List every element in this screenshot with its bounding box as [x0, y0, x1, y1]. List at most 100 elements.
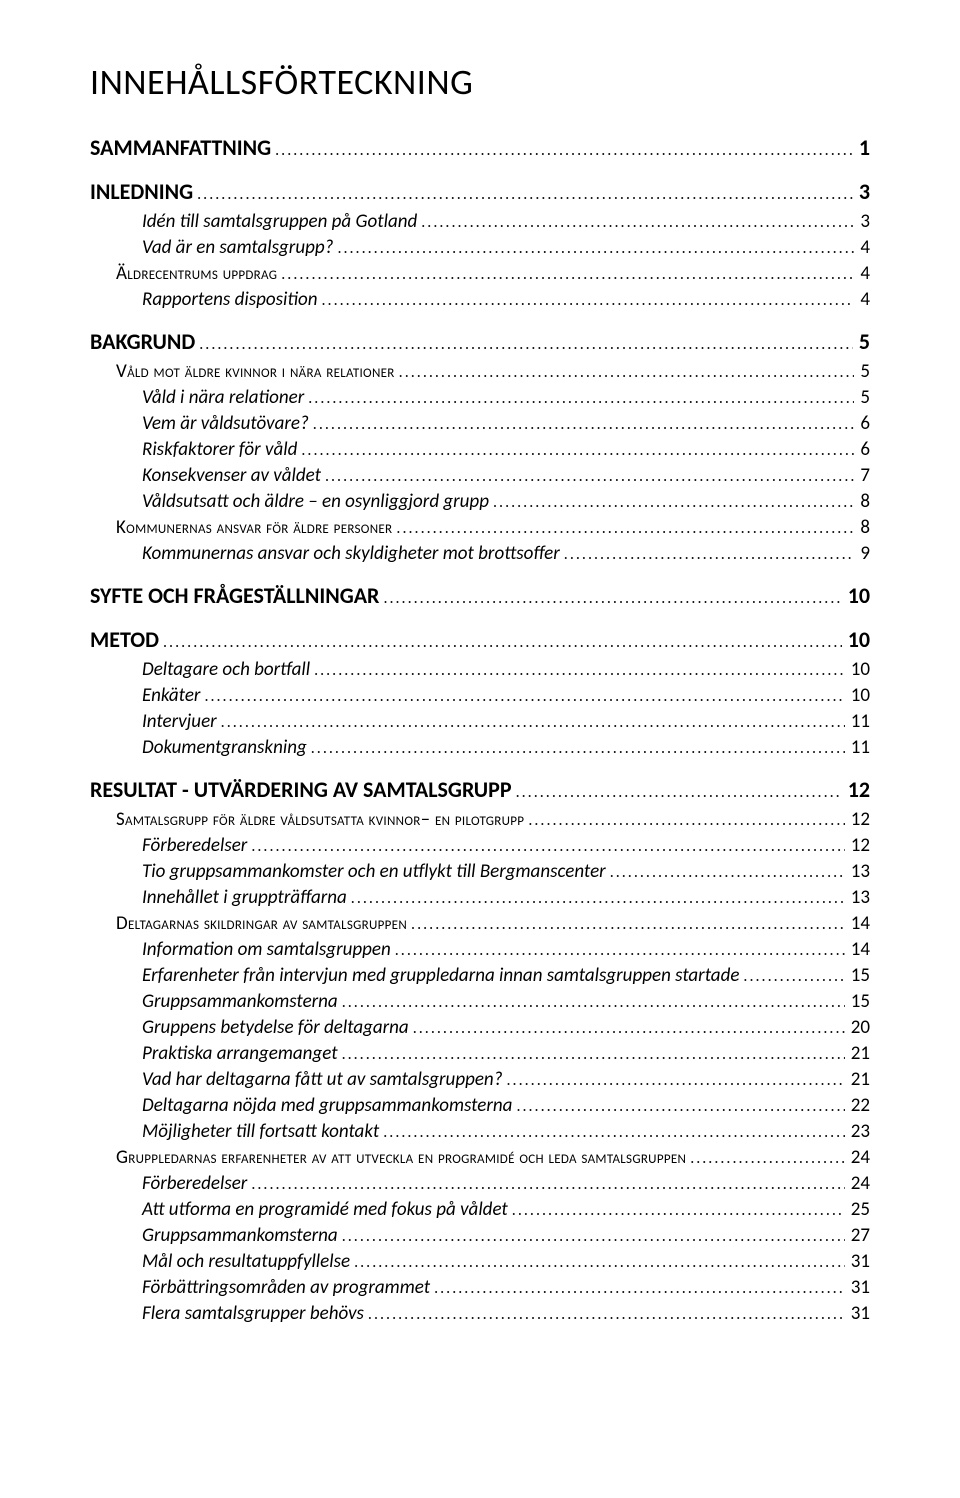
toc-leader — [493, 493, 854, 512]
toc-page-number[interactable]: 31 — [845, 1250, 870, 1273]
toc-label[interactable]: Samtalsgrupp för äldre våldsutsatta kvin… — [116, 808, 528, 831]
toc-leader — [342, 993, 845, 1012]
toc-leader — [313, 415, 855, 434]
toc-label[interactable]: Information om samtalsgruppen — [142, 938, 395, 961]
toc-row: Gruppsammankomsterna 27 — [90, 1222, 870, 1248]
toc-leader — [395, 941, 845, 960]
toc-label[interactable]: Våldsutsatt och äldre – en osynliggjord … — [142, 490, 493, 513]
toc-label[interactable]: INLEDNING — [90, 178, 197, 205]
toc-label[interactable]: Intervjuer — [142, 710, 221, 733]
toc-label[interactable]: Våld i nära relationer — [142, 386, 308, 409]
toc-page-number[interactable]: 12 — [842, 776, 870, 803]
toc-page-number[interactable]: 31 — [845, 1302, 870, 1325]
toc-page-number[interactable]: 1 — [853, 134, 870, 161]
toc-row: Äldrecentrums uppdrag 4 — [90, 260, 870, 286]
toc-leader — [311, 739, 845, 758]
toc-label[interactable]: Dokumentgranskning — [142, 736, 311, 759]
toc-leader — [528, 811, 844, 830]
toc-page-number[interactable]: 11 — [845, 736, 870, 759]
toc-page-number[interactable]: 10 — [842, 582, 870, 609]
toc-page-number[interactable]: 8 — [854, 516, 870, 539]
toc-page-number[interactable]: 5 — [853, 328, 870, 355]
toc-label[interactable]: Praktiska arrangemanget — [142, 1042, 342, 1065]
toc-page-number[interactable]: 25 — [845, 1198, 870, 1221]
toc-page-number[interactable]: 23 — [845, 1120, 870, 1143]
toc-leader — [342, 1227, 845, 1246]
toc-page-number[interactable]: 24 — [845, 1172, 870, 1195]
toc-page-number[interactable]: 13 — [845, 860, 870, 883]
toc-page-number[interactable]: 11 — [845, 710, 870, 733]
toc-page-number[interactable]: 15 — [845, 964, 870, 987]
toc-leader — [411, 915, 845, 934]
toc-page-number[interactable]: 10 — [845, 658, 870, 681]
toc-page-number[interactable]: 15 — [845, 990, 870, 1013]
toc-label[interactable]: Innehållet i gruppträffarna — [142, 886, 351, 909]
toc-label[interactable]: Gruppens betydelse för deltagarna — [142, 1016, 413, 1039]
toc-page-number[interactable]: 12 — [845, 808, 870, 831]
toc-page-number[interactable]: 10 — [845, 684, 870, 707]
toc-leader — [383, 589, 841, 608]
toc-page-number[interactable]: 27 — [845, 1224, 870, 1247]
toc-page-number[interactable]: 20 — [845, 1016, 870, 1039]
toc-label[interactable]: Deltagare och bortfall — [142, 658, 314, 681]
toc-page-number[interactable]: 5 — [854, 360, 870, 383]
toc-label[interactable]: Gruppsammankomsterna — [142, 990, 342, 1013]
toc-label[interactable]: Kommunernas ansvar och skyldigheter mot … — [142, 542, 564, 565]
toc-label[interactable]: Vad har deltagarna fått ut av samtalsgru… — [142, 1068, 507, 1091]
toc-page-number[interactable]: 22 — [845, 1094, 870, 1117]
toc-label[interactable]: Vem är våldsutövare? — [142, 412, 313, 435]
toc-label[interactable]: Våld mot äldre kvinnor i nära relationer — [116, 360, 399, 383]
toc-label[interactable]: Förberedelser — [142, 834, 251, 857]
toc-label[interactable]: Konsekvenser av våldet — [142, 464, 325, 487]
toc-label[interactable]: Gruppledarnas erfarenheter av att utveck… — [116, 1146, 690, 1169]
toc-label[interactable]: BAKGRUND — [90, 328, 199, 355]
toc-label[interactable]: Flera samtalsgrupper behövs — [142, 1302, 368, 1325]
toc-label[interactable]: Gruppsammankomsterna — [142, 1224, 342, 1247]
toc-label[interactable]: Äldrecentrums uppdrag — [116, 262, 281, 285]
toc-page-number[interactable]: 4 — [854, 288, 870, 311]
toc-label[interactable]: Erfarenheter från intervjun med gruppled… — [142, 964, 743, 987]
toc-label[interactable]: Förbättringsområden av programmet — [142, 1276, 434, 1299]
toc-row: SAMMANFATTNING 1 — [90, 132, 870, 162]
toc-page-number[interactable]: 4 — [854, 236, 870, 259]
toc-page-number[interactable]: 3 — [853, 178, 870, 205]
toc-row: Mål och resultatuppfyllelse 31 — [90, 1248, 870, 1274]
toc-leader — [507, 1071, 845, 1090]
toc-label[interactable]: Att utforma en programidé med fokus på v… — [142, 1198, 512, 1221]
toc-page-number[interactable]: 6 — [854, 438, 870, 461]
toc-page-number[interactable]: 14 — [845, 912, 870, 935]
toc-page-number[interactable]: 14 — [845, 938, 870, 961]
toc-page-number[interactable]: 24 — [845, 1146, 870, 1169]
toc-page-number[interactable]: 31 — [845, 1276, 870, 1299]
toc-label[interactable]: Förberedelser — [142, 1172, 251, 1195]
toc-label[interactable]: Riskfaktorer för våld — [142, 438, 301, 461]
toc-page-number[interactable]: 8 — [854, 490, 870, 513]
toc-page-number[interactable]: 3 — [854, 210, 870, 233]
toc-label[interactable]: Rapportens disposition — [142, 288, 321, 311]
toc-row: INLEDNING 3 — [90, 176, 870, 206]
toc-label[interactable]: METOD — [90, 626, 163, 653]
toc-page-number[interactable]: 13 — [845, 886, 870, 909]
toc-label[interactable]: Enkäter — [142, 684, 204, 707]
toc-label[interactable]: Mål och resultatuppfyllelse — [142, 1250, 354, 1273]
toc-label[interactable]: Deltagarnas skildringar av samtalsgruppe… — [116, 912, 411, 935]
toc-label[interactable]: SYFTE OCH FRÅGESTÄLLNINGAR — [90, 582, 383, 609]
toc-label[interactable]: SAMMANFATTNING — [90, 134, 275, 161]
toc-page-number[interactable]: 7 — [854, 464, 870, 487]
toc-label[interactable]: Deltagarna nöjda med gruppsammankomstern… — [142, 1094, 516, 1117]
toc-page-number[interactable]: 9 — [854, 542, 870, 565]
toc-page-number[interactable]: 21 — [845, 1068, 870, 1091]
toc-page-number[interactable]: 10 — [842, 626, 870, 653]
toc-label[interactable]: Möjligheter till fortsatt kontakt — [142, 1120, 383, 1143]
toc-label[interactable]: Vad är en samtalsgrupp? — [142, 236, 337, 259]
toc-page-number[interactable]: 21 — [845, 1042, 870, 1065]
toc-label[interactable]: Idén till samtalsgruppen på Gotland — [142, 210, 421, 233]
toc-label[interactable]: Tio gruppsammankomster och en utflykt ti… — [142, 860, 610, 883]
toc-page-number[interactable]: 6 — [854, 412, 870, 435]
toc-page-number[interactable]: 12 — [845, 834, 870, 857]
toc-page-number[interactable]: 4 — [854, 262, 870, 285]
toc-label[interactable]: Kommunernas ansvar för äldre personer — [116, 516, 396, 539]
toc-page-number[interactable]: 5 — [854, 386, 870, 409]
toc-label[interactable]: RESULTAT - UTVÄRDERING AV SAMTALSGRUPP — [90, 776, 516, 803]
toc-row: Riskfaktorer för våld 6 — [90, 436, 870, 462]
